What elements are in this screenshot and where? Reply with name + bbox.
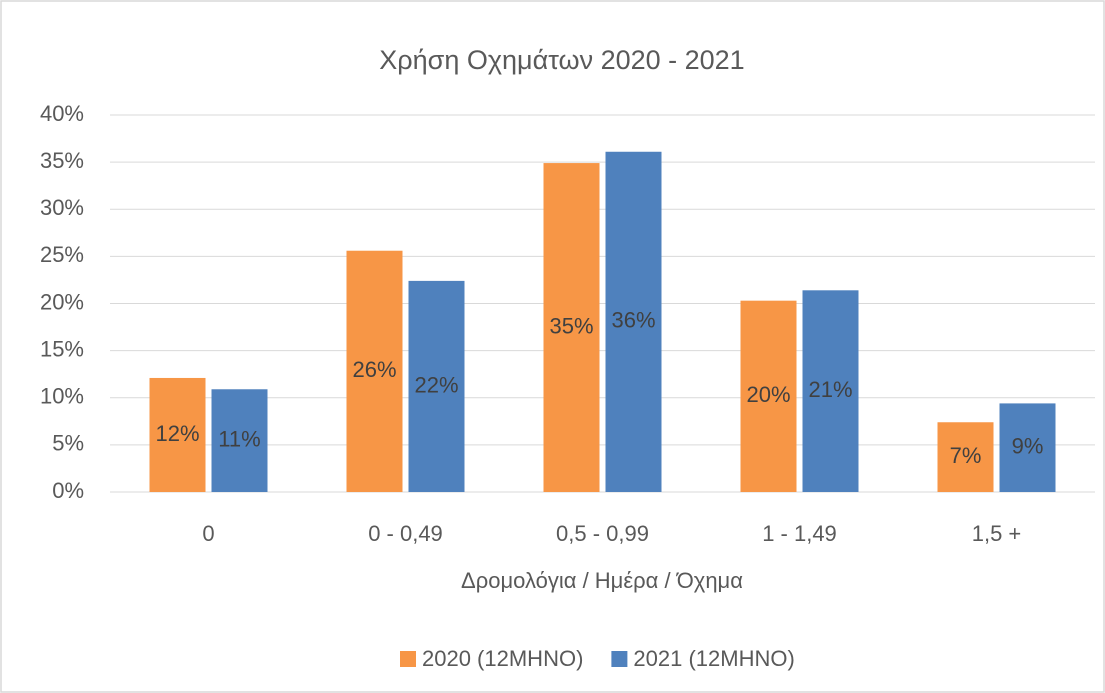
data-label: 7% (950, 443, 982, 468)
bar (999, 403, 1056, 492)
bar (543, 163, 600, 492)
data-label: 36% (611, 308, 655, 333)
x-tick-label: 0 - 0,49 (368, 521, 443, 546)
legend-swatch (611, 651, 628, 667)
x-tick-label: 1 - 1,49 (762, 521, 837, 546)
bar (937, 422, 994, 492)
bar (346, 250, 403, 492)
data-label: 22% (414, 372, 458, 397)
data-label: 20% (746, 382, 790, 407)
data-label: 35% (549, 313, 593, 338)
y-tick-label: 15% (40, 336, 84, 361)
data-label: 26% (352, 357, 396, 382)
y-tick-label: 20% (40, 289, 84, 314)
y-tick-label: 40% (40, 101, 84, 126)
bar (211, 389, 268, 492)
x-tick-label: 1,5 + (972, 521, 1022, 546)
x-tick-label: 0,5 - 0,99 (556, 521, 649, 546)
legend-label: 2020 (12ΜΗΝΟ) (422, 646, 583, 671)
y-tick-label: 0% (52, 478, 84, 503)
y-tick-label: 5% (52, 431, 84, 456)
data-label: 12% (155, 421, 199, 446)
x-tick-label: 0 (202, 521, 214, 546)
y-tick-label: 25% (40, 242, 84, 267)
legend-swatch (400, 651, 416, 667)
y-tick-label: 10% (40, 384, 84, 409)
chart-title: Χρήση Οχημάτων 2020 - 2021 (379, 45, 744, 75)
bar (149, 377, 206, 492)
data-label: 11% (218, 426, 260, 451)
bar (605, 151, 662, 492)
bar (740, 300, 797, 492)
data-label: 21% (808, 377, 852, 402)
bar (802, 290, 859, 492)
legend-label: 2021 (12ΜΗΝΟ) (633, 646, 794, 671)
data-label: 9% (1012, 434, 1044, 459)
x-axis-title: Δρομολόγια / Ημέρα / Όχημα (461, 568, 743, 593)
y-tick-label: 30% (40, 195, 84, 220)
y-tick-label: 35% (40, 148, 84, 173)
bar (408, 280, 465, 492)
